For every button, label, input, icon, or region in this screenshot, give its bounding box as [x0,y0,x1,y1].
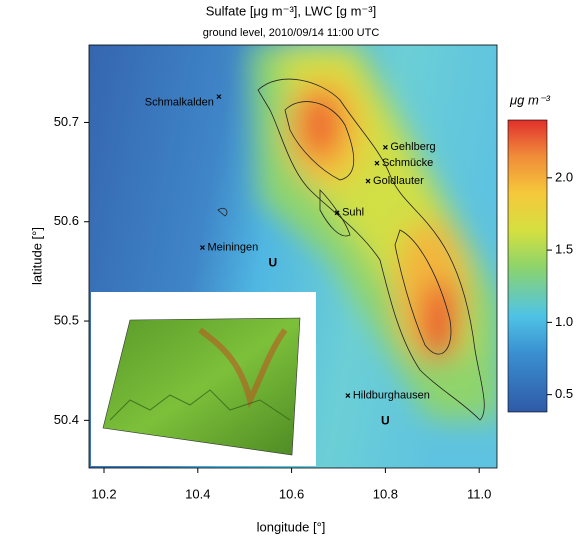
y-tick-label: 50.7 [54,114,79,129]
place-marker [216,94,222,100]
u-marker: U [268,256,277,270]
x-tick-label: 10.2 [91,486,116,501]
u-marker: U [381,414,390,428]
place-label: Schmalkalden [145,97,214,109]
place-marker [374,160,380,166]
y-tick-label: 50.6 [54,213,79,228]
place-marker [365,178,371,184]
y-tick-label: 50.5 [54,312,79,327]
chart-title: Sulfate [μg m⁻³], LWC [g m⁻³] [206,3,377,18]
inset [91,292,316,466]
colorbar-label: μg m⁻³ [509,92,551,107]
y-tick-label: 50.4 [54,412,79,427]
place-marker [382,144,388,150]
place-label: Goldlauter [373,175,424,187]
colorbar [507,119,548,413]
place-label: Suhl [342,207,364,219]
place-marker [200,245,205,250]
colorbar-tick-label: 1.0 [555,314,573,329]
place-marker [345,393,351,398]
x-tick-label: 10.4 [185,486,210,501]
x-tick-label: 10.6 [279,486,304,501]
y-axis-label: latitude [°] [29,227,44,285]
place-label: Meiningen [207,241,258,253]
colorbar-tick-label: 0.5 [555,386,573,401]
plot-frame [88,44,498,469]
colorbar-tick-label: 2.0 [555,169,573,184]
x-tick-label: 11.0 [467,486,491,501]
place-label: Gehlberg [390,141,435,153]
x-tick-label: 10.8 [373,486,398,501]
colorbar-tick-label: 1.5 [555,242,573,257]
x-axis-label: longitude [°] [257,519,326,534]
place-marker [334,210,340,216]
chart-subtitle: ground level, 2010/09/14 11:00 UTC [203,27,380,39]
place-label: Hildburghausen [353,389,430,401]
place-label: Schmücke [382,157,433,169]
